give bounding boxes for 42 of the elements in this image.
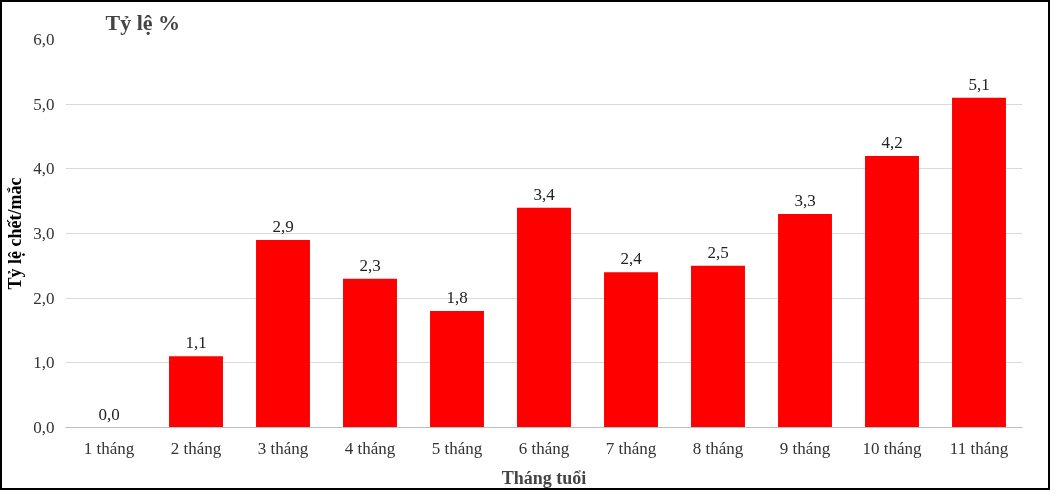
y-tick-label: 1,0	[33, 353, 55, 373]
x-tick-label: 11 tháng	[949, 438, 1009, 458]
x-tick-label: 6 tháng	[518, 438, 570, 458]
x-tick-label: 4 tháng	[344, 438, 396, 458]
x-tick-label: 7 tháng	[605, 438, 657, 458]
y-tick-label: 4,0	[33, 159, 55, 179]
x-tick-label: 10 tháng	[862, 438, 923, 458]
data-label: 2,3	[359, 255, 381, 275]
bar	[952, 97, 1006, 428]
bar	[778, 214, 832, 428]
data-label: 3,4	[533, 184, 556, 204]
x-axis-title: Tháng tuổi	[501, 467, 587, 488]
x-tick-label: 1 tháng	[83, 438, 135, 458]
bar	[865, 155, 919, 428]
x-tick-label: 2 tháng	[170, 438, 222, 458]
x-tick-label: 5 tháng	[431, 438, 483, 458]
bar	[691, 265, 745, 428]
bar	[343, 278, 397, 428]
y-tick-label: 6,0	[33, 30, 55, 49]
x-tick-label: 9 tháng	[779, 438, 831, 458]
data-label: 5,1	[968, 74, 990, 94]
y-tick-label: 2,0	[33, 288, 55, 308]
chart-title: Tỷ lệ %	[105, 9, 181, 35]
bar	[169, 356, 223, 428]
data-label: 1,8	[446, 288, 468, 308]
data-label: 2,9	[272, 216, 294, 236]
data-label: 4,2	[881, 132, 903, 152]
y-tick-label: 5,0	[33, 94, 55, 114]
y-tick-label: 3,0	[33, 224, 55, 243]
data-label: 3,3	[794, 191, 816, 211]
data-label: 2,5	[707, 242, 729, 262]
bar	[430, 311, 484, 428]
bar	[517, 207, 571, 428]
x-tick-label: 8 tháng	[692, 438, 744, 458]
bar	[256, 239, 310, 428]
x-tick-label: 3 tháng	[257, 438, 309, 458]
y-tick-label: 0,0	[33, 418, 55, 437]
bar	[604, 272, 658, 428]
data-label: 0,0	[98, 404, 120, 424]
data-label: 2,4	[620, 249, 643, 269]
data-label: 1,1	[185, 333, 207, 353]
y-axis-title: Tỷ lệ chết/mắc	[5, 177, 26, 290]
